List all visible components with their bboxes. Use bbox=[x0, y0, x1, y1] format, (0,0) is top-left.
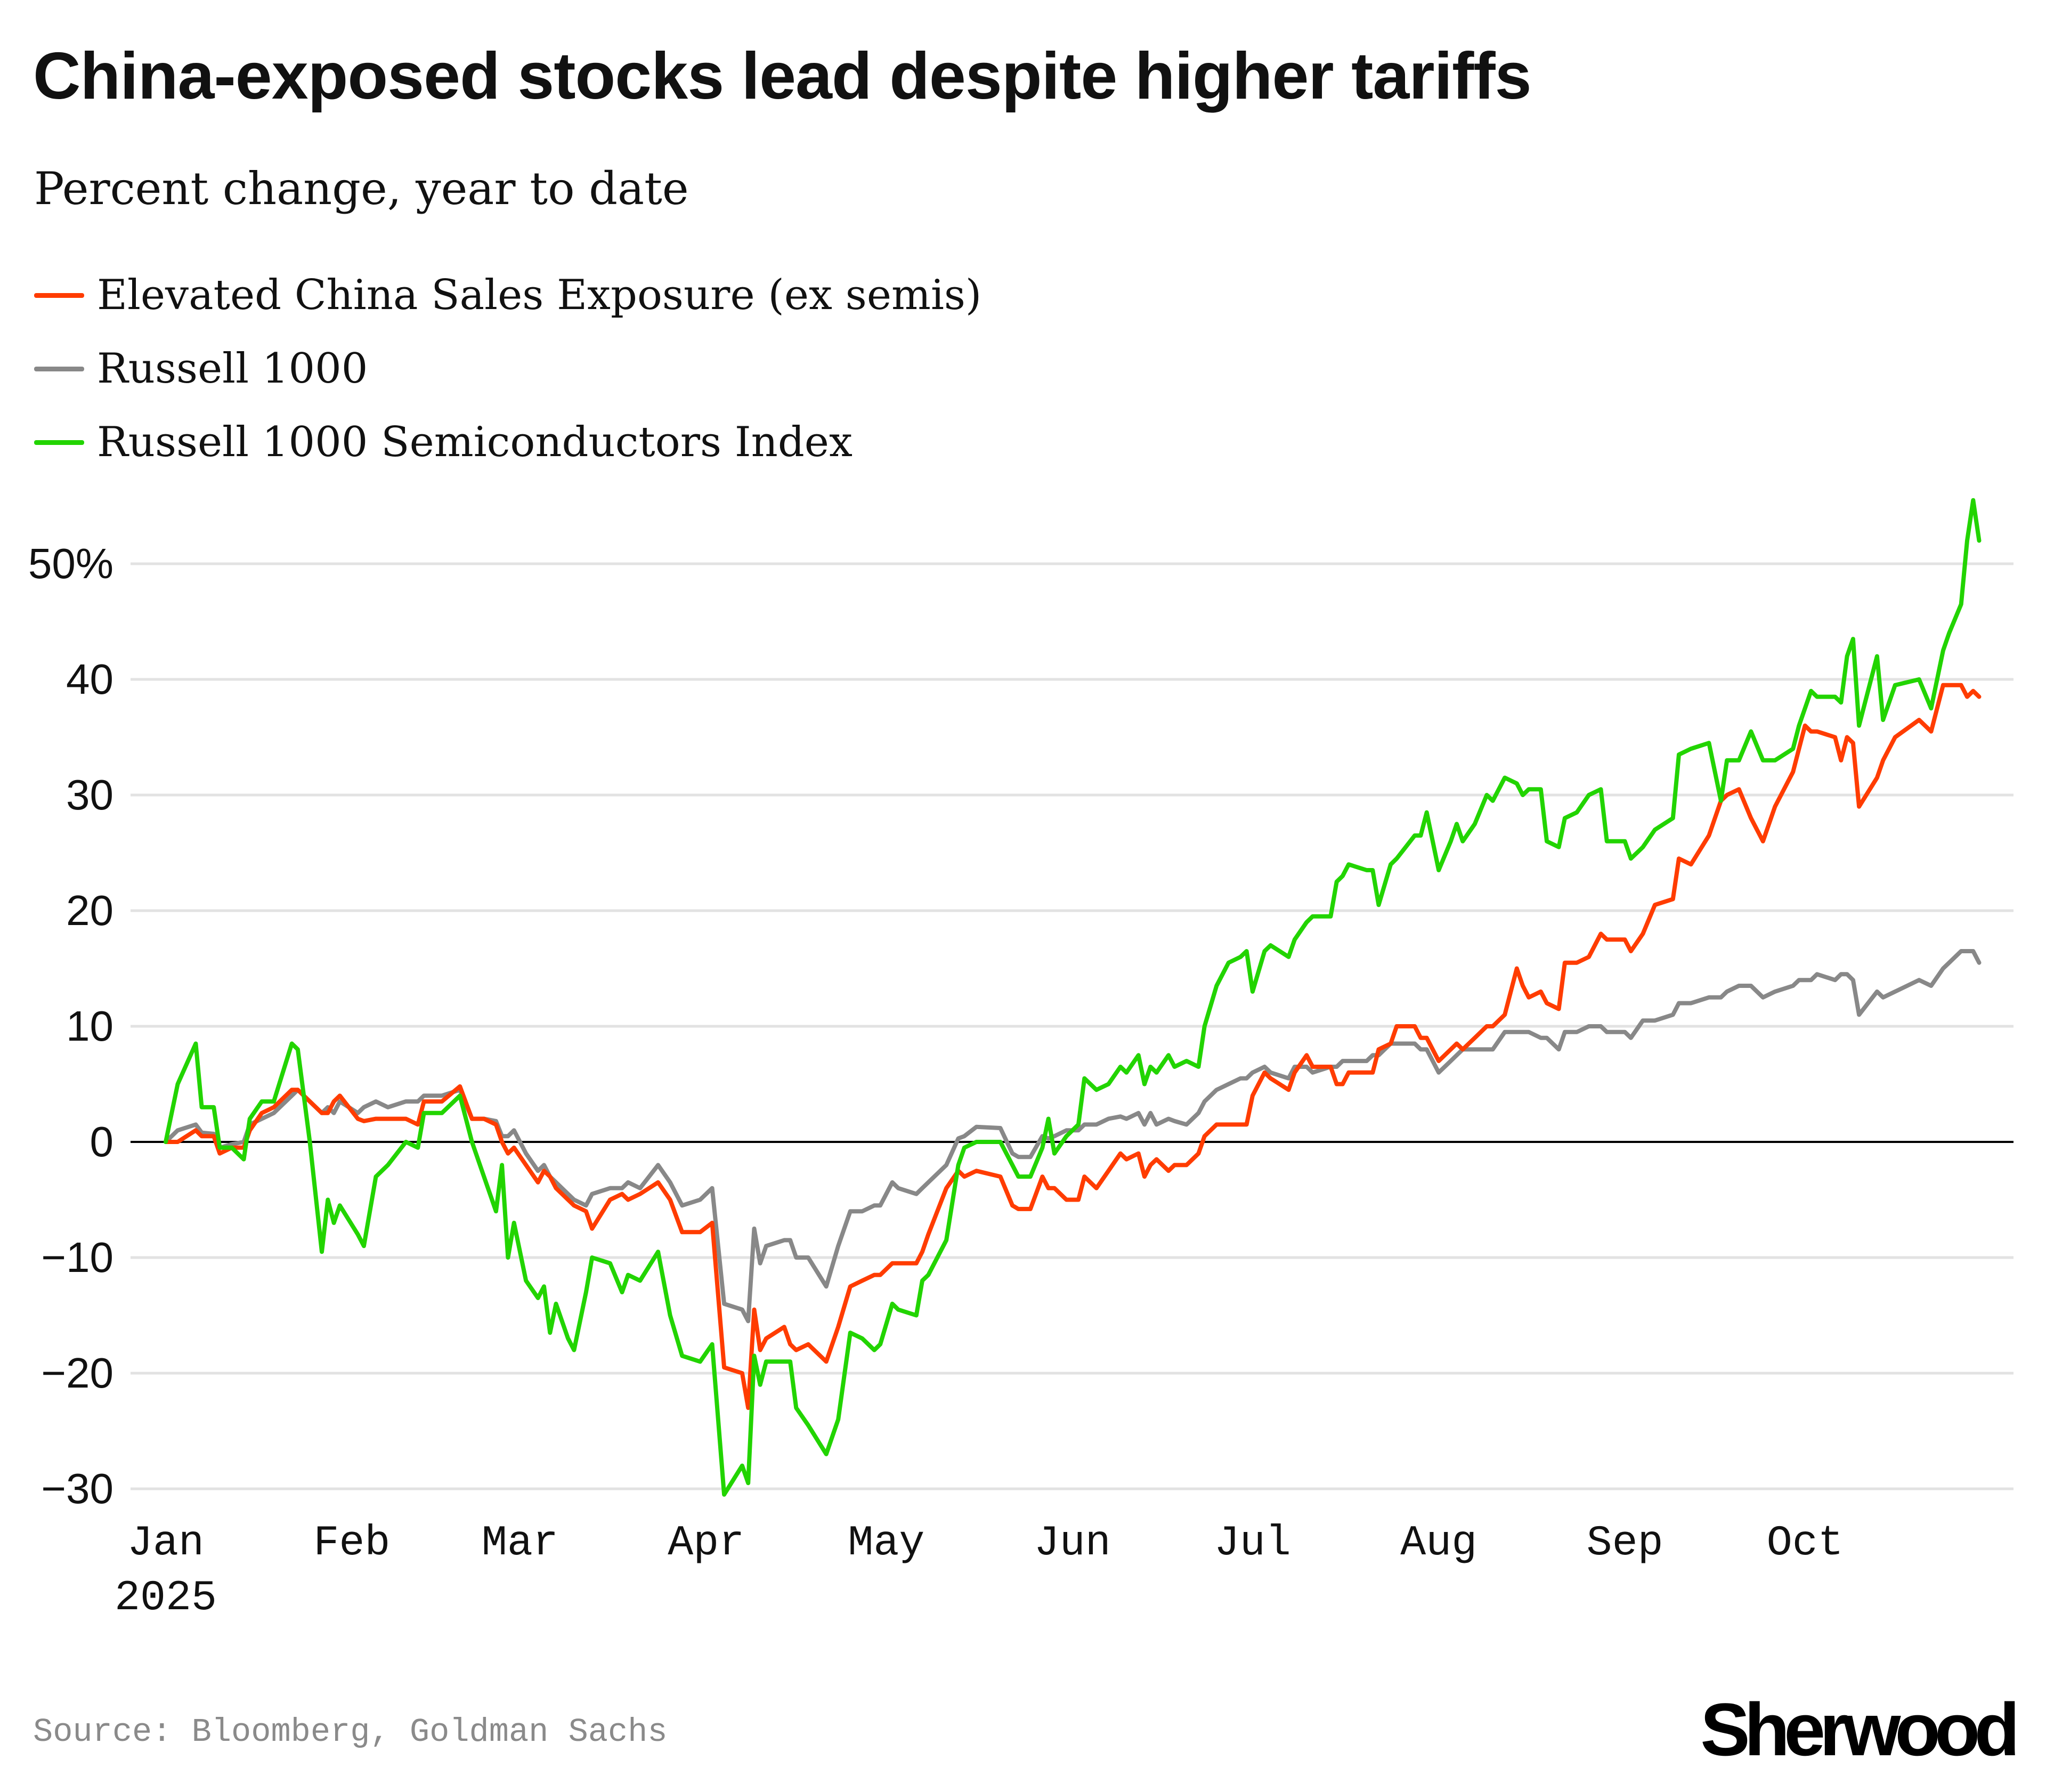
legend-label: Russell 1000 Semiconductors Index bbox=[97, 418, 852, 466]
y-tick-label: 10 bbox=[66, 1002, 113, 1050]
y-tick-label: −10 bbox=[41, 1234, 113, 1281]
legend: Elevated China Sales Exposure (ex semis)… bbox=[34, 258, 981, 479]
x-tick-label: Jun bbox=[1034, 1519, 1111, 1568]
legend-item-russell-1000: Russell 1000 bbox=[34, 332, 981, 406]
y-tick-label: 30 bbox=[66, 771, 113, 818]
y-tick-label: 20 bbox=[66, 887, 113, 934]
x-tick-label: Sep bbox=[1587, 1519, 1663, 1568]
legend-swatch-semiconductors bbox=[34, 440, 84, 445]
sherwood-logo: Sherwood bbox=[1700, 1688, 2020, 1771]
x-tick-label: Apr bbox=[668, 1519, 744, 1568]
series-line-russell-1000 bbox=[164, 949, 1982, 1324]
series-line-china-exposure bbox=[164, 683, 1982, 1410]
x-tick-year: 2025 bbox=[115, 1574, 217, 1623]
x-tick-label: Feb bbox=[313, 1519, 390, 1568]
series-line-semiconductors bbox=[164, 498, 1982, 1497]
legend-item-semiconductors: Russell 1000 Semiconductors Index bbox=[34, 406, 981, 479]
x-tick-label: May bbox=[848, 1519, 924, 1568]
x-tick-label: Oct bbox=[1767, 1519, 1844, 1568]
y-tick-label: 40 bbox=[66, 655, 113, 703]
source-note: Source: Bloomberg, Goldman Sachs bbox=[33, 1713, 668, 1751]
legend-item-china-exposure: Elevated China Sales Exposure (ex semis) bbox=[34, 258, 981, 332]
y-tick-label: 50% bbox=[28, 540, 113, 587]
legend-swatch-china-exposure bbox=[34, 293, 84, 298]
x-tick-label: Jan bbox=[127, 1519, 204, 1568]
legend-swatch-russell-1000 bbox=[34, 366, 84, 371]
x-tick-label: Mar bbox=[482, 1519, 558, 1568]
chart-title: China-exposed stocks lead despite higher… bbox=[33, 39, 1532, 113]
legend-label: Russell 1000 bbox=[97, 345, 368, 393]
legend-label: Elevated China Sales Exposure (ex semis) bbox=[97, 271, 982, 319]
y-tick-label: −30 bbox=[41, 1465, 113, 1512]
x-tick-label: Jul bbox=[1214, 1519, 1291, 1568]
x-tick-label: Aug bbox=[1400, 1519, 1477, 1568]
y-tick-label: −20 bbox=[41, 1349, 113, 1397]
y-tick-label: 0 bbox=[90, 1118, 114, 1165]
chart-subtitle: Percent change, year to date bbox=[34, 163, 689, 215]
